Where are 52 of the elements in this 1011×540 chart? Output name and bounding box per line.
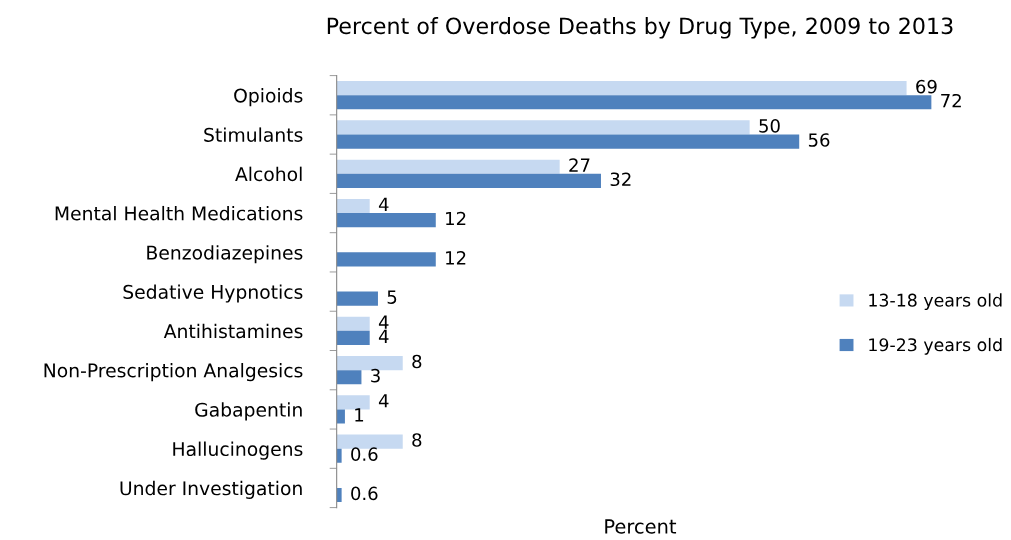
data-label: 8 xyxy=(412,433,422,447)
bar xyxy=(336,81,907,96)
y-tick-label: Benzodiazepines xyxy=(147,245,303,264)
data-label: 4 xyxy=(378,394,389,408)
legend-label: 13-18 years old xyxy=(869,293,1002,311)
data-label: 8 xyxy=(412,354,422,369)
y-tick-label: Under Investigation xyxy=(120,480,302,499)
bar xyxy=(336,316,370,331)
y-tick-label: Hallucinogens xyxy=(173,441,303,460)
data-label: 5 xyxy=(387,290,397,304)
data-label: 50 xyxy=(759,119,780,133)
chart-title: Percent of Overdose Deaths by Drug Type, 2009 to 2013 xyxy=(327,17,953,39)
bar xyxy=(336,120,750,135)
data-label: 12 xyxy=(446,250,466,265)
data-label: 4 xyxy=(378,329,389,343)
x-axis-title: Percent xyxy=(605,519,677,534)
data-label: 0.6 xyxy=(351,486,378,501)
y-tick-label: Stimulants xyxy=(204,127,303,142)
y-tick-label: Non-Prescription Analgesics xyxy=(44,363,303,382)
data-label: 4 xyxy=(378,315,389,329)
y-tick-label: Sedative Hypnotics xyxy=(123,284,303,303)
bar xyxy=(336,330,370,346)
y-tick-label: Gabapentin xyxy=(195,402,302,421)
bar xyxy=(336,159,560,174)
data-label: 69 xyxy=(916,79,937,94)
data-label: 3 xyxy=(371,368,380,383)
bar xyxy=(336,395,370,410)
bar xyxy=(336,487,342,503)
bar xyxy=(336,370,362,385)
y-tick-label: Antihistamines xyxy=(163,323,303,339)
data-label: 0.6 xyxy=(351,447,378,461)
data-label: 72 xyxy=(941,93,961,108)
y-tick-label: Alcohol xyxy=(235,166,302,182)
data-label: 56 xyxy=(808,133,830,147)
data-label: 12 xyxy=(446,211,466,226)
bar xyxy=(336,434,403,449)
bar xyxy=(336,173,601,188)
data-label: 1 xyxy=(355,408,364,422)
data-label: 32 xyxy=(610,172,631,187)
bar xyxy=(336,95,932,110)
data-label: 4 xyxy=(378,197,389,211)
bar xyxy=(336,252,436,267)
bar xyxy=(336,448,342,463)
bar xyxy=(336,134,800,149)
bar xyxy=(336,198,370,214)
bar xyxy=(336,213,436,228)
legend-label: 19-23 years old xyxy=(869,337,1002,355)
bar xyxy=(336,409,345,424)
data-label: 27 xyxy=(569,158,590,172)
bar xyxy=(336,291,378,306)
y-tick-label: Opioids xyxy=(234,88,303,107)
y-tick-label: Mental Health Medications xyxy=(55,205,303,221)
